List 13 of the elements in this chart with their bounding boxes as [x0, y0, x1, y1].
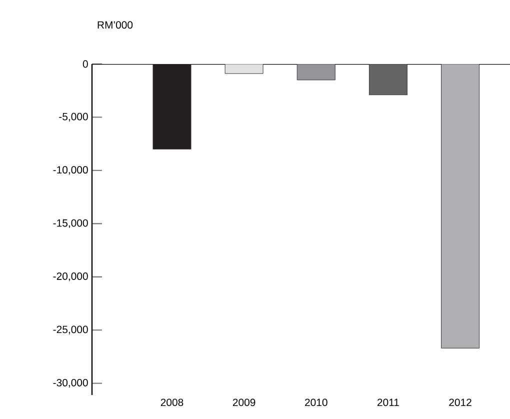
x-tick-label: 2009	[232, 398, 256, 406]
x-tick-label: 2008	[160, 398, 184, 406]
y-tick-label: -5,000	[59, 112, 88, 122]
x-tick-label: 2012	[449, 398, 472, 406]
x-tick-label: 2010	[305, 398, 328, 406]
y-tick-label: -10,000	[53, 166, 88, 175]
y-tick-label: 0	[82, 60, 88, 68]
y-axis-title: RM’000	[98, 21, 133, 29]
y-tick-label: -25,000	[53, 326, 88, 334]
y-tick-label: -30,000	[53, 378, 88, 388]
x-tick-label: 2011	[377, 398, 399, 406]
y-tick-label: -20,000	[53, 272, 88, 282]
y-tick-label: -15,000	[53, 219, 88, 228]
